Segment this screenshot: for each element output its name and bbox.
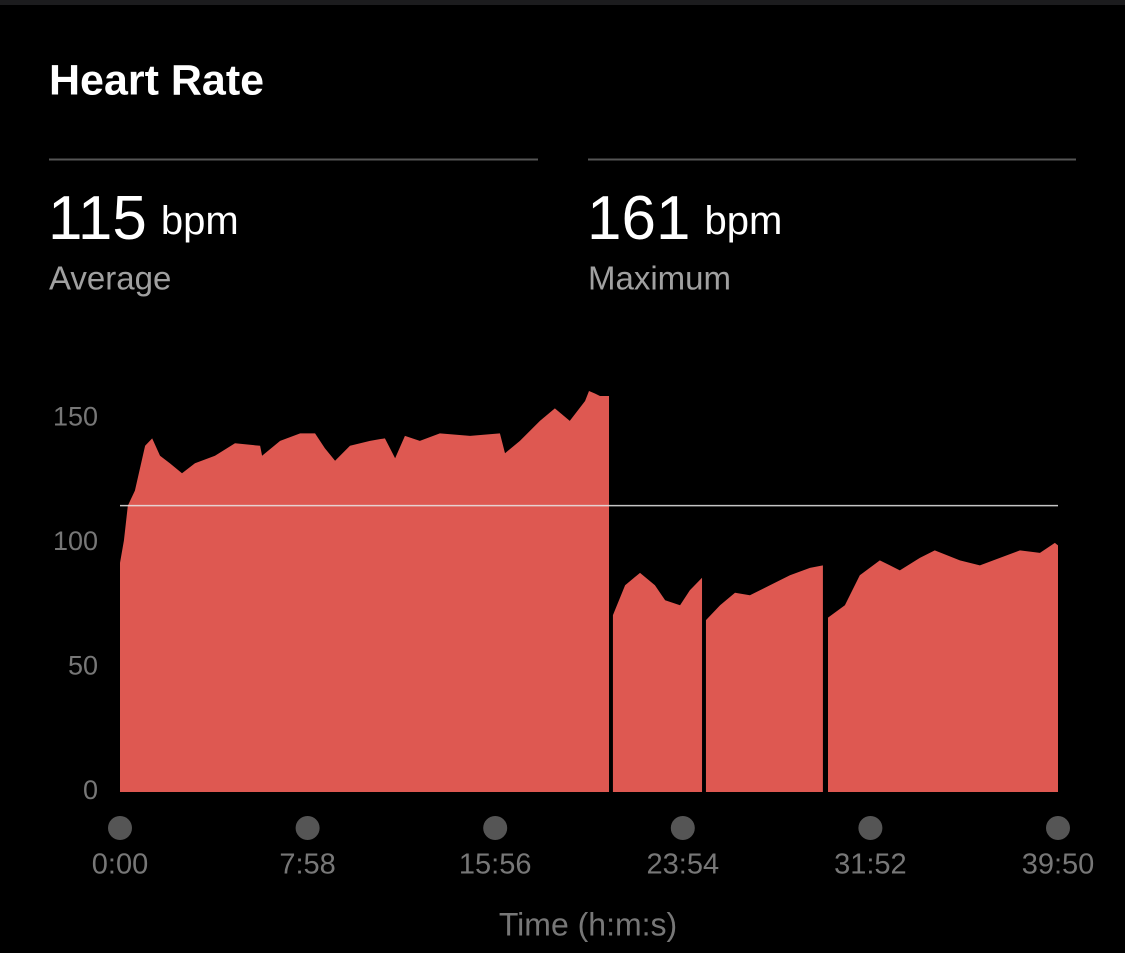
y-tick-label: 50 <box>68 651 98 681</box>
x-tick-dot <box>858 816 883 840</box>
x-tick-label: 23:54 <box>647 849 720 881</box>
y-tick-label: 100 <box>53 526 98 556</box>
x-tick-label: 7:58 <box>279 849 335 881</box>
x-tick-dot <box>295 816 320 840</box>
stat-value: 161 bpm <box>587 184 782 253</box>
x-tick-dot <box>670 816 695 840</box>
stat-number: 115 <box>48 184 147 253</box>
stat-label: Average <box>49 260 171 297</box>
x-tick-label: 39:50 <box>1022 849 1095 881</box>
x-tick-label: 31:52 <box>834 849 907 881</box>
stat-label: Maximum <box>588 260 731 297</box>
x-axis-label: Time (h:m:s) <box>499 906 677 942</box>
x-tick-dot <box>108 816 132 840</box>
stat-unit: bpm <box>161 199 239 243</box>
stat-number: 161 <box>587 184 690 253</box>
x-tick-dot <box>483 816 508 840</box>
x-tick-label: 15:56 <box>459 849 532 881</box>
x-tick-dot <box>1046 816 1070 840</box>
top-edge <box>0 0 1125 5</box>
heart-rate-area <box>120 391 1058 792</box>
y-tick-label: 150 <box>53 402 98 432</box>
stat-value: 115 bpm <box>48 184 239 253</box>
stat-unit: bpm <box>704 199 782 243</box>
title: Heart Rate <box>49 56 264 104</box>
y-tick-label: 0 <box>83 775 98 805</box>
x-tick-label: 0:00 <box>92 849 148 881</box>
